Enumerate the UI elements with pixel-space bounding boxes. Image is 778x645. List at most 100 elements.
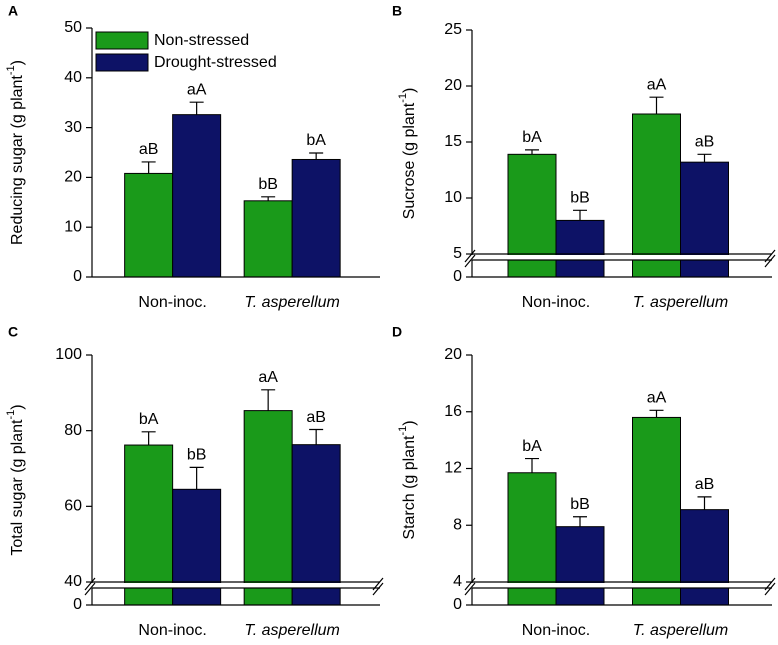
x-tick-label: Non-inoc.: [138, 622, 206, 639]
y-tick-label: 0: [73, 596, 82, 613]
y-axis-label-text: Total sugar (g plant: [9, 419, 26, 556]
error-bar: [573, 516, 587, 527]
axis-break-mark: [464, 249, 476, 263]
y-axis-label-sup: -1: [5, 65, 17, 75]
error-bar: [525, 457, 539, 473]
y-axis-label: Sucrose (g plant-1): [397, 88, 418, 220]
significance-letter: bB: [570, 496, 590, 513]
axis-break-gap: [84, 583, 388, 588]
panel-letter: B: [392, 3, 402, 19]
y-tick-label: 16: [444, 403, 462, 420]
y-tick-label: 10: [444, 189, 462, 206]
axis-break-mark: [764, 582, 776, 596]
significance-letter: bB: [187, 447, 207, 464]
y-tick-label: 100: [55, 346, 82, 363]
error-bar: [189, 466, 204, 490]
panel-letter: A: [8, 3, 18, 19]
error-bar: [649, 409, 664, 418]
x-tick-label: Non-inoc.: [522, 294, 590, 311]
significance-letter: aB: [695, 134, 715, 151]
bar: [291, 444, 341, 606]
error-bar: [649, 96, 664, 114]
y-axis-label-text: Sucrose (g plant: [401, 102, 418, 219]
bar: [124, 444, 174, 606]
y-tick-label: 10: [64, 218, 82, 235]
significance-letter: aB: [139, 141, 159, 158]
legend-swatch: [95, 53, 149, 72]
significance-letter: bB: [258, 176, 278, 193]
y-tick-label: 0: [73, 268, 82, 285]
bar: [632, 113, 681, 278]
y-tick-label: 4: [453, 573, 462, 590]
bar: [507, 472, 557, 606]
bar: [243, 410, 293, 606]
error-bar: [697, 153, 712, 163]
significance-letter: aA: [258, 369, 278, 386]
axis-break-mark: [764, 254, 776, 268]
panel-letter: C: [8, 324, 18, 340]
y-tick-label: 0: [453, 268, 462, 285]
y-tick-label: 20: [64, 169, 82, 186]
bar: [555, 526, 605, 606]
x-tick-label: T. asperellum: [633, 622, 728, 639]
significance-letter: bB: [570, 190, 590, 207]
error-bar: [309, 152, 324, 160]
y-tick-label: 60: [64, 498, 82, 515]
bar: [124, 172, 174, 278]
y-tick-label: 40: [64, 573, 82, 590]
legend-swatch: [95, 31, 149, 50]
bar: [632, 416, 681, 606]
y-tick-label: 12: [444, 460, 462, 477]
y-tick-label: 8: [453, 516, 462, 533]
significance-letter: aA: [647, 76, 667, 93]
y-tick-label: 20: [444, 346, 462, 363]
error-bar: [189, 101, 204, 115]
x-tick-label: T. asperellum: [244, 294, 339, 311]
error-bar: [573, 209, 587, 221]
y-tick-label: 50: [64, 19, 82, 36]
error-bar: [261, 389, 276, 411]
axis-break-mark: [464, 577, 476, 591]
y-tick-label: 15: [444, 133, 462, 150]
legend-label: Drought-stressed: [154, 54, 277, 71]
x-tick-label: T. asperellum: [244, 622, 339, 639]
significance-letter: bA: [522, 438, 542, 455]
axis-break-gap: [464, 255, 778, 260]
significance-letter: bA: [306, 132, 326, 149]
error-bar: [261, 196, 276, 201]
bar: [243, 200, 293, 278]
significance-letter: aA: [187, 81, 207, 98]
axis-break-mark: [464, 254, 476, 268]
y-axis-label: Reducing sugar (g plant-1): [5, 60, 26, 245]
y-tick-label: 5: [453, 245, 462, 262]
x-tick-label: Non-inoc.: [138, 294, 206, 311]
bar: [555, 219, 605, 278]
error-bar: [309, 428, 324, 445]
y-tick-label: 25: [444, 21, 462, 38]
y-tick-label: 80: [64, 422, 82, 439]
x-tick-label: T. asperellum: [633, 294, 728, 311]
axis-break-gap: [464, 583, 778, 588]
y-axis-label-close: ): [9, 404, 26, 409]
bar: [172, 114, 222, 278]
y-axis-label-sup: -1: [397, 93, 409, 103]
y-axis-label-text: Reducing sugar (g plant: [9, 75, 26, 245]
bar: [291, 158, 341, 278]
y-axis-label-close: ): [401, 420, 418, 425]
axis-break-mark: [464, 582, 476, 596]
error-bar: [525, 149, 539, 155]
axis-break-mark: [84, 582, 96, 596]
y-tick-label: 0: [453, 596, 462, 613]
y-axis-label-sup: -1: [5, 410, 17, 420]
x-tick-label: Non-inoc.: [522, 622, 590, 639]
y-axis-label-close: ): [9, 60, 26, 65]
y-tick-label: 30: [64, 119, 82, 136]
y-axis-label-sup: -1: [397, 426, 409, 436]
error-bar: [141, 431, 156, 446]
significance-letter: bA: [522, 129, 542, 146]
significance-letter: bA: [139, 411, 159, 428]
significance-letter: aB: [695, 476, 715, 493]
y-tick-label: 40: [64, 69, 82, 86]
error-bar: [697, 496, 712, 510]
